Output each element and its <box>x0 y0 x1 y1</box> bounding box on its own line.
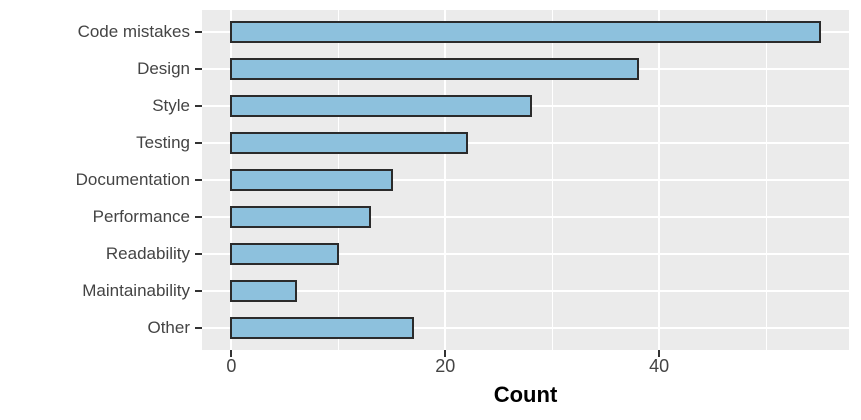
y-tick-mark <box>195 289 202 292</box>
category-label: Code mistakes <box>77 22 190 42</box>
bar <box>230 95 532 118</box>
category-label: Documentation <box>75 170 190 189</box>
plot-panel <box>202 10 849 350</box>
y-tick-mark <box>195 252 202 255</box>
y-tick-mark <box>195 215 202 218</box>
row-gridline <box>202 289 849 292</box>
row-gridline <box>202 179 849 181</box>
x-tick-label: 40 <box>649 356 670 376</box>
x-tick-mark <box>444 350 447 357</box>
y-tick-mark <box>195 31 202 34</box>
row-gridline <box>202 252 849 255</box>
row-gridline <box>202 215 849 218</box>
bar <box>230 132 468 155</box>
bar <box>230 279 297 302</box>
x-tick-mark <box>230 350 233 357</box>
bar <box>230 316 415 339</box>
category-label: Performance <box>92 206 190 226</box>
bar <box>230 58 639 81</box>
bar <box>230 242 340 265</box>
category-label: Style <box>152 96 190 116</box>
y-tick-mark <box>195 105 202 108</box>
y-tick-mark <box>195 142 202 145</box>
x-tick-label: 0 <box>226 356 237 376</box>
x-tick-label: 20 <box>435 356 456 376</box>
category-label: Design <box>137 59 190 79</box>
row-gridline <box>202 142 849 145</box>
category-label: Testing <box>136 133 190 153</box>
row-gridline <box>202 326 849 329</box>
bar <box>230 21 821 44</box>
y-tick-mark <box>195 68 202 71</box>
x-axis-title: Count <box>493 382 558 407</box>
category-label: Readability <box>105 243 190 263</box>
x-tick-mark <box>658 350 661 357</box>
bar <box>230 169 393 191</box>
bar <box>230 205 372 228</box>
y-tick-mark <box>195 326 202 329</box>
category-label: Other <box>147 317 190 337</box>
y-tick-mark <box>195 179 202 181</box>
category-label: Maintainability <box>82 280 190 300</box>
